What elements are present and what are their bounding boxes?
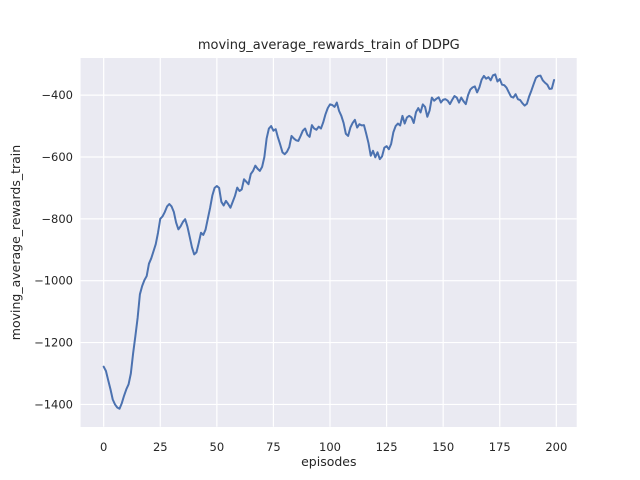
x-tick-labels: 0 25 50 75 100 125 150 175 200 — [100, 440, 567, 454]
x-tick-label: 0 — [100, 440, 107, 454]
y-tick-labels: −400 −600 −800 −1000 −1200 −1400 — [34, 88, 73, 411]
plot-area — [80, 58, 577, 427]
y-tick-label: −1200 — [34, 336, 73, 350]
y-tick-label: −1000 — [34, 274, 73, 288]
y-axis-label: moving_average_rewards_train — [8, 145, 23, 340]
x-tick-label: 25 — [153, 440, 168, 454]
y-tick-label: −400 — [41, 88, 73, 102]
y-tick-label: −600 — [41, 150, 73, 164]
y-tick-label: −1400 — [34, 397, 73, 411]
x-tick-label: 200 — [545, 440, 567, 454]
chart-title: moving_average_rewards_train of DDPG — [198, 38, 460, 53]
series-line-ddpg — [102, 73, 556, 410]
x-tick-label: 100 — [319, 440, 341, 454]
x-tick-label: 175 — [489, 440, 511, 454]
x-axis-label: episodes — [301, 454, 356, 469]
x-tick-label: 125 — [376, 440, 398, 454]
x-tick-label: 75 — [266, 440, 281, 454]
x-tick-label: 150 — [432, 440, 454, 454]
y-tick-label: −800 — [41, 212, 73, 226]
x-tick-label: 50 — [210, 440, 225, 454]
gridlines — [80, 58, 577, 427]
